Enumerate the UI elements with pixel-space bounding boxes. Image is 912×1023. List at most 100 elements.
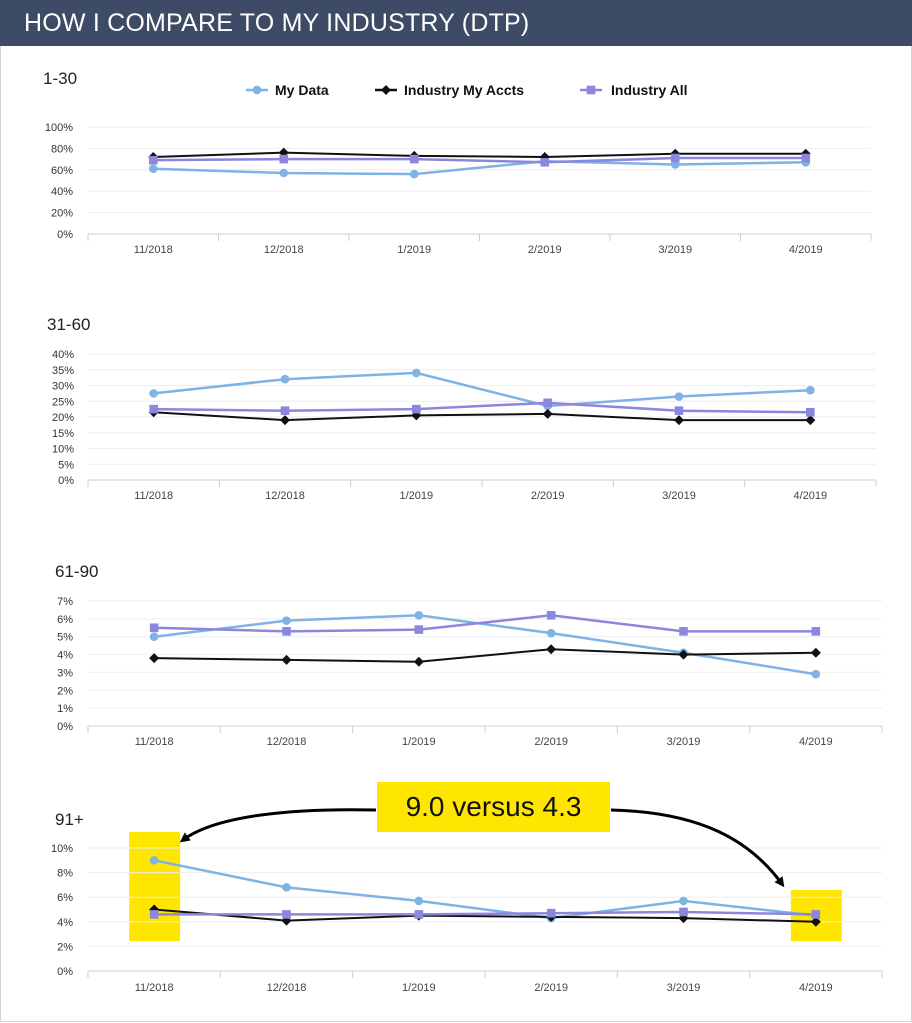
data-point bbox=[674, 392, 684, 401]
data-point bbox=[801, 153, 811, 163]
x-tick-label: 11/2018 bbox=[135, 736, 174, 748]
data-point bbox=[805, 415, 816, 426]
y-tick-label: 80% bbox=[51, 143, 73, 155]
x-tick-label: 1/2019 bbox=[397, 244, 431, 256]
data-point bbox=[542, 408, 553, 419]
y-tick-label: 60% bbox=[51, 165, 73, 177]
chart-1-30: 1-30 0% 20% 40% 60% 80% 100% 11/2018 12/2018 1/20… bbox=[43, 69, 872, 256]
x-tick-label: 1/2019 bbox=[402, 736, 436, 748]
x-tick-label: 4/2019 bbox=[799, 736, 833, 748]
data-point bbox=[674, 415, 684, 426]
y-tick-label: 5% bbox=[58, 459, 74, 471]
data-point bbox=[810, 916, 821, 927]
series-line bbox=[154, 614, 817, 676]
data-point bbox=[409, 169, 419, 179]
chart-91: 91+ 0% 2% 4% 6% 8% 10% 11/2018 12/2018 1/2019 2/20… bbox=[51, 810, 883, 994]
series-line bbox=[153, 401, 811, 414]
chart-title: 61-90 bbox=[55, 562, 98, 581]
y-tick-label: 0% bbox=[58, 475, 74, 487]
data-point bbox=[412, 368, 421, 378]
x-tick-label: 12/2018 bbox=[267, 982, 307, 994]
x-tick-label: 12/2018 bbox=[265, 490, 305, 502]
x-tick-label: 12/2018 bbox=[264, 244, 304, 256]
legend-item-my-data: My Data bbox=[246, 82, 329, 98]
x-tick-label: 4/2019 bbox=[794, 490, 828, 502]
data-point bbox=[679, 627, 688, 636]
data-point bbox=[811, 669, 821, 679]
data-point bbox=[678, 649, 689, 660]
chart-title: 1-30 bbox=[43, 69, 77, 88]
chart-61-90: 61-90 0% 1% 2% 3% 4% 5% 6% 7% 11/2018 12/2018 1/201… bbox=[55, 562, 883, 748]
y-tick-label: 1% bbox=[57, 703, 73, 715]
data-point bbox=[540, 158, 550, 167]
data-point bbox=[149, 856, 159, 865]
chart-legend: My Data Industry My Accts Industry All bbox=[246, 82, 688, 98]
y-tick-label: 2% bbox=[57, 941, 73, 953]
y-tick-label: 35% bbox=[52, 365, 74, 377]
y-tick-label: 8% bbox=[57, 868, 73, 880]
x-tick-label: 3/2019 bbox=[667, 736, 701, 748]
data-point bbox=[409, 154, 419, 164]
data-point bbox=[674, 406, 684, 415]
data-point bbox=[149, 910, 159, 919]
x-tick-label: 3/2019 bbox=[667, 982, 701, 994]
data-point bbox=[414, 625, 424, 634]
legend-item-industry-all: Industry All bbox=[580, 82, 688, 98]
data-point bbox=[543, 398, 552, 408]
data-point bbox=[670, 153, 680, 163]
y-tick-label: 10% bbox=[52, 444, 74, 456]
series-line bbox=[153, 411, 811, 422]
series-my-data bbox=[149, 610, 821, 679]
data-point bbox=[414, 896, 424, 906]
data-point bbox=[279, 168, 289, 178]
data-point bbox=[281, 654, 292, 665]
series-line bbox=[153, 156, 806, 164]
data-point bbox=[546, 644, 557, 655]
x-tick-label: 2/2019 bbox=[534, 982, 568, 994]
data-point bbox=[811, 627, 821, 636]
data-point bbox=[412, 404, 421, 414]
x-tick-label: 2/2019 bbox=[528, 244, 562, 256]
series-industry-all bbox=[149, 610, 821, 636]
y-tick-label: 6% bbox=[57, 614, 73, 626]
series-industry-all bbox=[148, 153, 811, 167]
data-point bbox=[679, 896, 688, 906]
y-tick-label: 2% bbox=[57, 685, 73, 697]
y-tick-label: 25% bbox=[52, 396, 74, 408]
series-line bbox=[153, 159, 806, 176]
data-point bbox=[414, 610, 424, 620]
data-point bbox=[148, 164, 158, 174]
x-tick-label: 3/2019 bbox=[658, 244, 692, 256]
page-header: HOW I COMPARE TO MY INDUSTRY (DTP) bbox=[0, 0, 912, 46]
data-point bbox=[546, 610, 556, 620]
annotation-highlights bbox=[129, 832, 842, 941]
x-tick-label: 12/2018 bbox=[267, 736, 307, 748]
y-tick-label: 40% bbox=[52, 349, 74, 361]
x-tick-label: 2/2019 bbox=[531, 490, 565, 502]
x-tick-label: 4/2019 bbox=[789, 244, 823, 256]
data-point bbox=[149, 623, 159, 633]
series-industry-my-accts bbox=[149, 644, 821, 667]
x-tick-label: 4/2019 bbox=[799, 982, 833, 994]
data-point bbox=[148, 155, 158, 165]
legend-marker bbox=[381, 85, 391, 95]
y-tick-label: 0% bbox=[57, 721, 73, 733]
series-line bbox=[154, 910, 816, 916]
series-industry-all bbox=[149, 398, 815, 417]
series-line bbox=[153, 151, 806, 158]
legend-label: My Data bbox=[275, 82, 329, 98]
data-point bbox=[811, 910, 821, 919]
data-point bbox=[806, 385, 815, 395]
data-point bbox=[280, 406, 290, 415]
page-title: HOW I COMPARE TO MY INDUSTRY (DTP) bbox=[24, 9, 530, 37]
x-tick-label: 11/2018 bbox=[134, 490, 173, 502]
data-point bbox=[806, 407, 815, 417]
series-line bbox=[153, 371, 811, 408]
data-point bbox=[546, 908, 556, 918]
series-line bbox=[154, 648, 816, 663]
y-tick-label: 4% bbox=[57, 650, 73, 662]
legend-label: Industry My Accts bbox=[404, 82, 524, 98]
data-point bbox=[282, 616, 291, 625]
series-line bbox=[154, 614, 816, 633]
chart-31-60: 31-60 0% 5% 10% 15% 20% 25% 30% 35% 40% 11/2018 12/… bbox=[47, 315, 877, 502]
